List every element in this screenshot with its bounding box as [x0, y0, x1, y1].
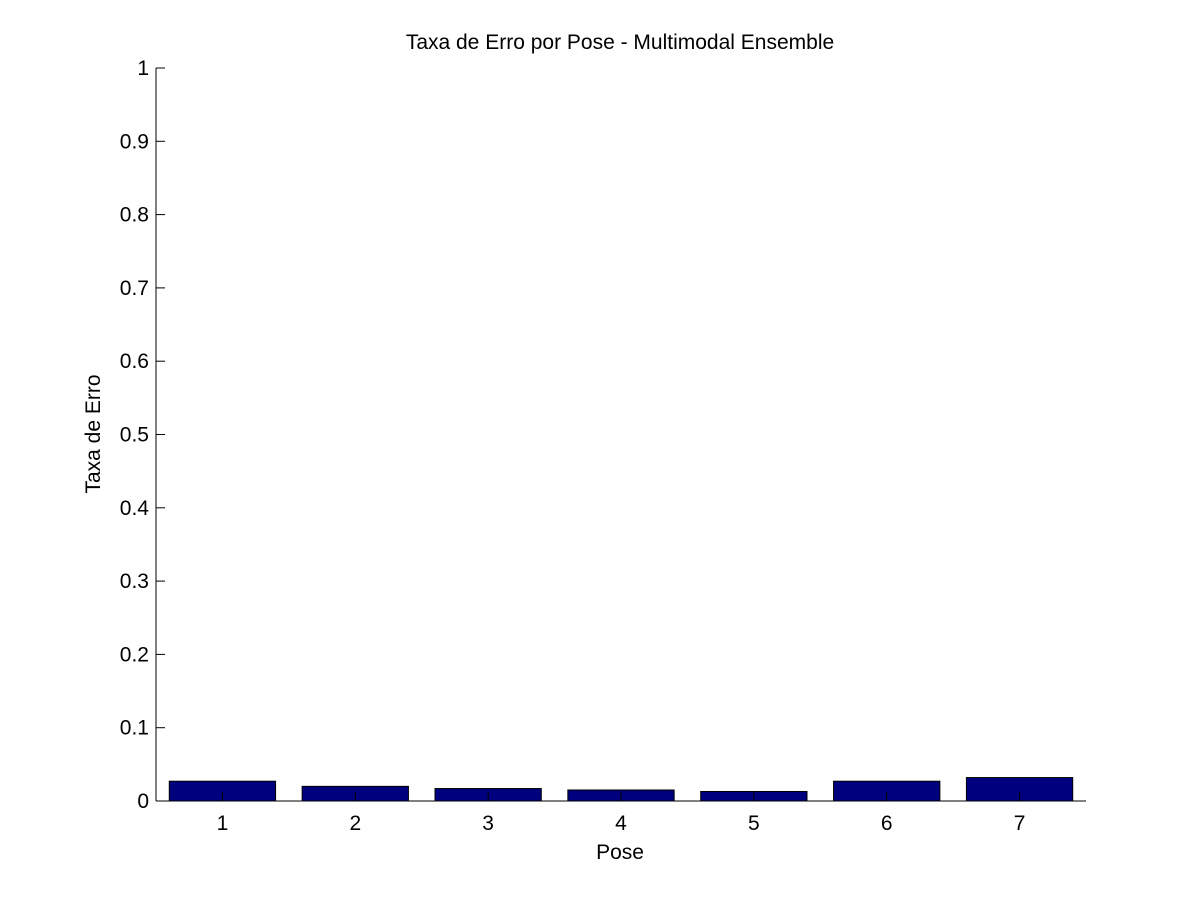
x-tick-label: 6: [881, 812, 893, 835]
y-tick-label: 0: [137, 790, 149, 813]
axes-group: [155, 68, 1086, 802]
x-tick-label: 7: [1014, 812, 1026, 835]
y-tick-label: 0.4: [120, 497, 150, 520]
y-tick-label: 1: [137, 57, 149, 80]
y-tick-label: 0.2: [120, 643, 149, 666]
y-tick-label: 0.8: [120, 204, 149, 227]
y-tick-label: 0.3: [120, 570, 149, 593]
x-tick-label: 3: [482, 812, 494, 835]
x-tick-label: 2: [349, 812, 361, 835]
y-tick-label: 0.6: [120, 350, 149, 373]
bars-group: [168, 777, 1074, 802]
ticks-group: 0 0.1 0.2 0.3 0.4 0.5 0.6 0.7 0.8 0.9 1 1 2 3 4 5 6 7: [120, 57, 1026, 835]
y-axis-label: Taxa de Erro: [82, 374, 105, 493]
x-tick-label: 1: [217, 812, 229, 835]
x-axis-label: Pose: [596, 841, 644, 864]
x-tick-label: 4: [615, 812, 627, 835]
chart-title: Taxa de Erro por Pose - Multimodal Ensem…: [406, 31, 834, 54]
x-tick-label: 5: [748, 812, 760, 835]
y-tick-label: 0.5: [120, 424, 149, 447]
y-tick-label: 0.1: [120, 717, 149, 740]
y-tick-label: 0.7: [120, 277, 149, 300]
y-tick-label: 0.9: [120, 130, 149, 153]
